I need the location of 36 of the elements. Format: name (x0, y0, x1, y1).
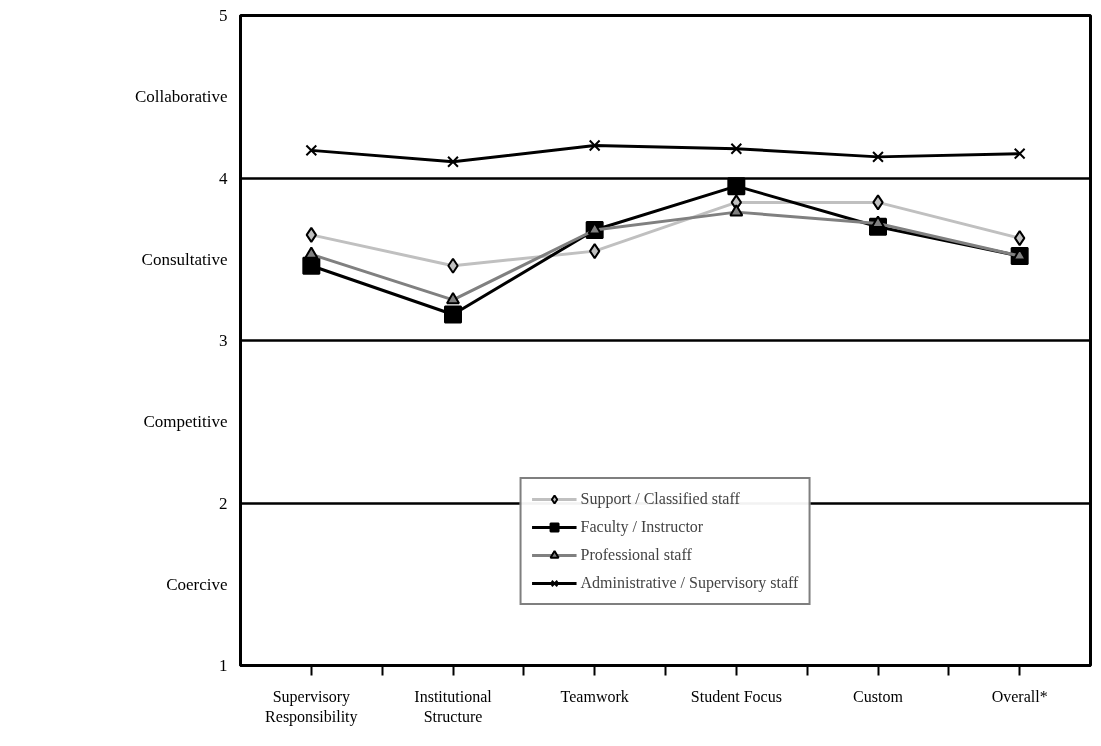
point (589, 243, 601, 260)
point (446, 291, 460, 305)
point (444, 305, 462, 324)
x-tick-label: Custom (853, 687, 904, 705)
legend-label: Faculty / Instructor (580, 518, 704, 536)
x-tick-label: Supervisory Responsibility (265, 687, 358, 726)
x-tick-label: Overall* (991, 687, 1048, 705)
y-tick-label: Consultative (141, 249, 228, 269)
y-tick-label: 3 (219, 331, 228, 350)
point (872, 150, 884, 163)
point (305, 226, 317, 243)
y-tick-label: Competitive (143, 412, 228, 432)
x-tick-label: Institutional Structure (414, 687, 493, 725)
point (1014, 230, 1026, 247)
legend-label: Administrative / Supervisory staff (580, 574, 799, 592)
point (730, 142, 743, 155)
x-tick-label: Student Focus (690, 687, 782, 705)
point (447, 155, 459, 168)
y-tick-label: 4 (219, 168, 228, 188)
legend-label: Support / Classified staff (580, 490, 740, 508)
y-tick-label: Coercive (166, 574, 228, 594)
point (1013, 147, 1026, 160)
point (872, 194, 884, 211)
y-tick-label: 5 (219, 6, 228, 25)
point (729, 204, 744, 217)
point (588, 139, 601, 152)
legend-label: Professional staff (580, 546, 692, 564)
point (305, 144, 318, 157)
point (304, 246, 319, 259)
point (447, 257, 459, 274)
point (727, 177, 746, 196)
point (302, 256, 321, 275)
y-tick-label: 2 (219, 493, 228, 513)
y-tick-label: 1 (219, 656, 228, 675)
y-tick-label: Collaborative (134, 87, 228, 107)
x-tick-label: Teamwork (560, 687, 629, 705)
